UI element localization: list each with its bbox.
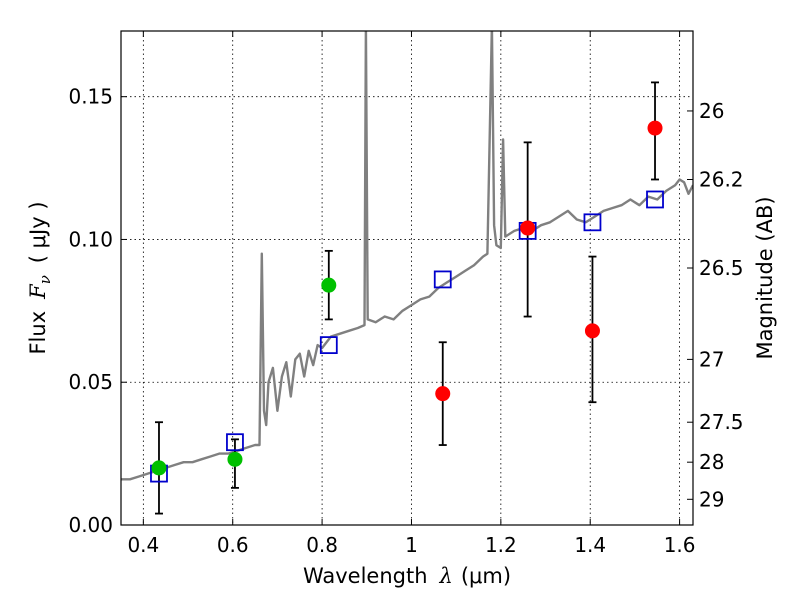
red-point <box>435 386 451 402</box>
y2-tick-label: 27 <box>699 347 724 371</box>
y2-tick-label: 29 <box>699 487 724 511</box>
error-bars <box>154 81 660 515</box>
red-point <box>647 120 663 136</box>
y2-tick-label: 26 <box>699 99 724 123</box>
y2-tick-label: 26.2 <box>699 167 744 191</box>
plot-frame <box>120 30 694 526</box>
spectrum-line <box>121 31 693 481</box>
model-square <box>319 336 338 355</box>
x-tick-label: 0.8 <box>306 533 338 557</box>
y-tick-label: 0.05 <box>68 370 113 394</box>
y2-axis-label: Magnitude (AB) <box>753 196 777 359</box>
y-tick-label: 0.15 <box>68 85 113 109</box>
green-point <box>227 451 243 467</box>
observed-points <box>151 120 663 476</box>
green-point <box>321 277 337 293</box>
spectrum-path <box>121 31 693 481</box>
model-squares <box>150 190 664 483</box>
x-tick-label: 1.6 <box>664 533 696 557</box>
x-axis-label: Wavelength λ (μm) <box>303 564 511 588</box>
x-tick-label: 0.4 <box>127 533 159 557</box>
green-point <box>151 460 167 476</box>
x-tick-label: 1.4 <box>574 533 606 557</box>
x-tick-label: 1.2 <box>485 533 517 557</box>
y-tick-label: 0.10 <box>68 227 113 251</box>
y2-tick-label: 26.5 <box>699 256 744 280</box>
model-square <box>646 190 664 209</box>
model-square <box>433 270 452 289</box>
axis-ticks: 0.4 0.6 0.8 1 1.2 1.4 1.6 0.00 0.05 0.10 0.15 26 26.… <box>68 31 744 557</box>
red-point <box>584 323 600 339</box>
y-tick-label: 0.00 <box>68 513 113 537</box>
y-axis-label: FluxFν( μJy ) <box>26 201 54 354</box>
x-tick-label: 1 <box>405 533 418 557</box>
model-square <box>583 213 602 232</box>
model-square <box>226 433 244 452</box>
grid-lines <box>121 31 693 526</box>
y2-tick-label: 27.5 <box>699 410 744 434</box>
y2-tick-label: 28 <box>699 450 724 474</box>
red-point <box>520 220 536 236</box>
x-tick-label: 0.6 <box>217 533 249 557</box>
